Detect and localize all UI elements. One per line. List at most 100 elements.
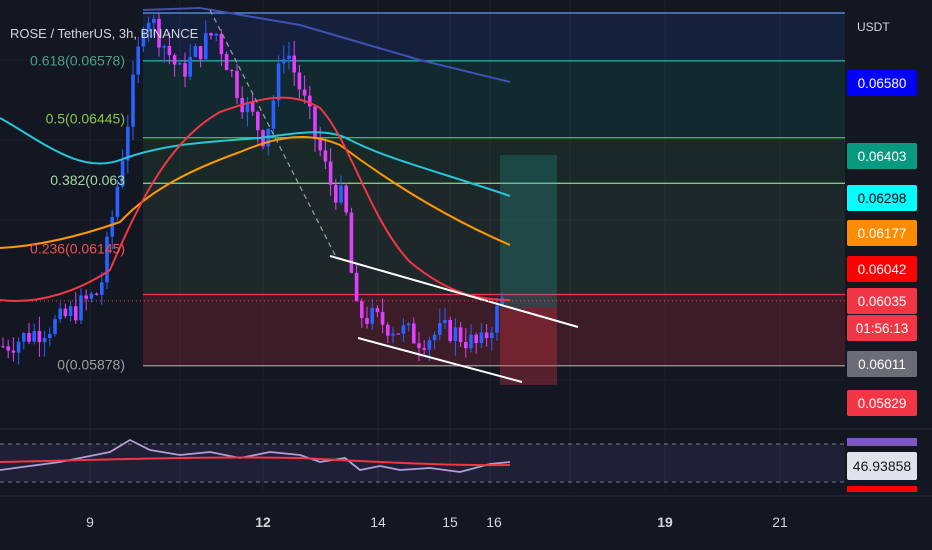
rsi-lower-badge-edge [847,486,917,492]
price-labels: 0.06580 0.06403 0.06298 0.06177 0.06042 0.060… [847,70,917,416]
fib-level-label: 0.618(0.06578) [30,53,125,69]
candle-body [276,63,281,101]
time-tick-label: 14 [370,514,386,530]
moving-averages [0,6,511,302]
candle-body [84,295,88,299]
candle-body [131,74,135,127]
rsi-panel: 46.93858 [0,428,932,492]
time-axis[interactable]: 9 12 14 15 16 19 21 [0,495,932,530]
fib-zones [143,12,845,385]
candle-body [198,46,203,60]
candle-body [22,333,26,342]
fib-zone [143,137,845,184]
candle-body [48,333,52,338]
candle-body [458,327,463,343]
candle-body [464,342,468,349]
candle-body [256,111,260,131]
price-label-text: 0.06177 [858,226,907,241]
fib-level-label: 0.236(0.06145) [30,241,125,257]
candle-body [380,311,385,325]
candle-body [422,348,426,350]
candle-body [230,70,234,72]
candle-body [308,95,312,107]
candle-body [188,57,192,77]
candle-body [370,308,374,324]
long-position-target [500,155,557,308]
price-label-badge [847,390,917,416]
candle-body [365,317,369,324]
candle-body [328,161,333,185]
price-label-text: 0.06298 [858,191,907,206]
rsi-line [0,438,511,473]
price-label-badge [847,288,917,314]
candle-body [427,340,432,350]
candle-body [474,334,478,344]
candle-body [58,308,62,320]
candle-body [16,341,21,353]
price-label-badge [847,185,917,211]
candle-body [292,55,296,73]
candle-body [448,319,452,342]
fib-level-label: 0.382(0.063 [50,172,125,188]
candle-body [334,184,338,203]
time-tick-label: 12 [255,514,271,530]
candle-body [11,350,16,353]
time-tick-label: 16 [486,514,502,530]
rsi-upper-badge-edge [847,438,917,446]
candle-body [360,301,364,318]
time-tick-label: 19 [657,514,673,530]
candle-body [484,332,489,338]
candle-body [178,63,182,65]
candle-body [396,333,400,335]
candle-body [214,33,218,36]
fib-zone [143,13,845,61]
fib-level-label: 0.5(0.06445) [46,110,125,126]
price-label-text: 0.06042 [858,262,907,277]
fib-zone [143,60,845,138]
price-label-badge [847,143,917,169]
candle-body [500,298,504,306]
candle-body [94,293,99,295]
candle-body [282,59,286,64]
candle-body [438,322,442,335]
price-label-text: 0.06035 [858,294,907,309]
fib-zone [143,294,845,366]
ma-mid-line [0,136,511,249]
candle-body [469,334,473,349]
candle-body [297,72,302,90]
channel-upper-line [329,255,579,328]
candle-body [115,186,120,217]
candle-body [479,332,484,344]
time-tick-label: 9 [86,514,94,530]
candle-body [209,33,213,36]
candle-body [287,55,291,60]
candle-body [68,306,73,317]
candle-body [375,308,380,312]
candle-body [110,216,114,237]
candle-body [74,306,78,321]
candle-body [172,55,177,65]
candle-body [141,31,146,47]
candle-body [406,323,411,326]
ma-slow-line [0,117,511,197]
price-label-badge [847,256,917,282]
price-label-badge [847,315,917,341]
ma-fast-line [0,96,511,302]
channel-lower-line [357,337,523,383]
chart-title: ROSE / TetherUS, 3h, BINANCE [10,26,199,41]
candle-body [250,102,255,112]
long-position-stop [500,308,557,385]
candle-body [495,305,499,333]
candle-body [354,272,359,302]
candle-body [126,126,130,161]
time-tick-label: 15 [442,514,458,530]
candle-body [401,325,406,334]
candle-body [224,54,229,71]
time-tick-label: 21 [772,514,788,530]
price-label-text: 01:56:13 [856,321,909,336]
candle-body [63,308,68,317]
price-label-text: 0.06403 [858,149,907,164]
annotations [0,9,845,383]
candle-body [157,18,161,48]
candle-body [318,137,322,151]
